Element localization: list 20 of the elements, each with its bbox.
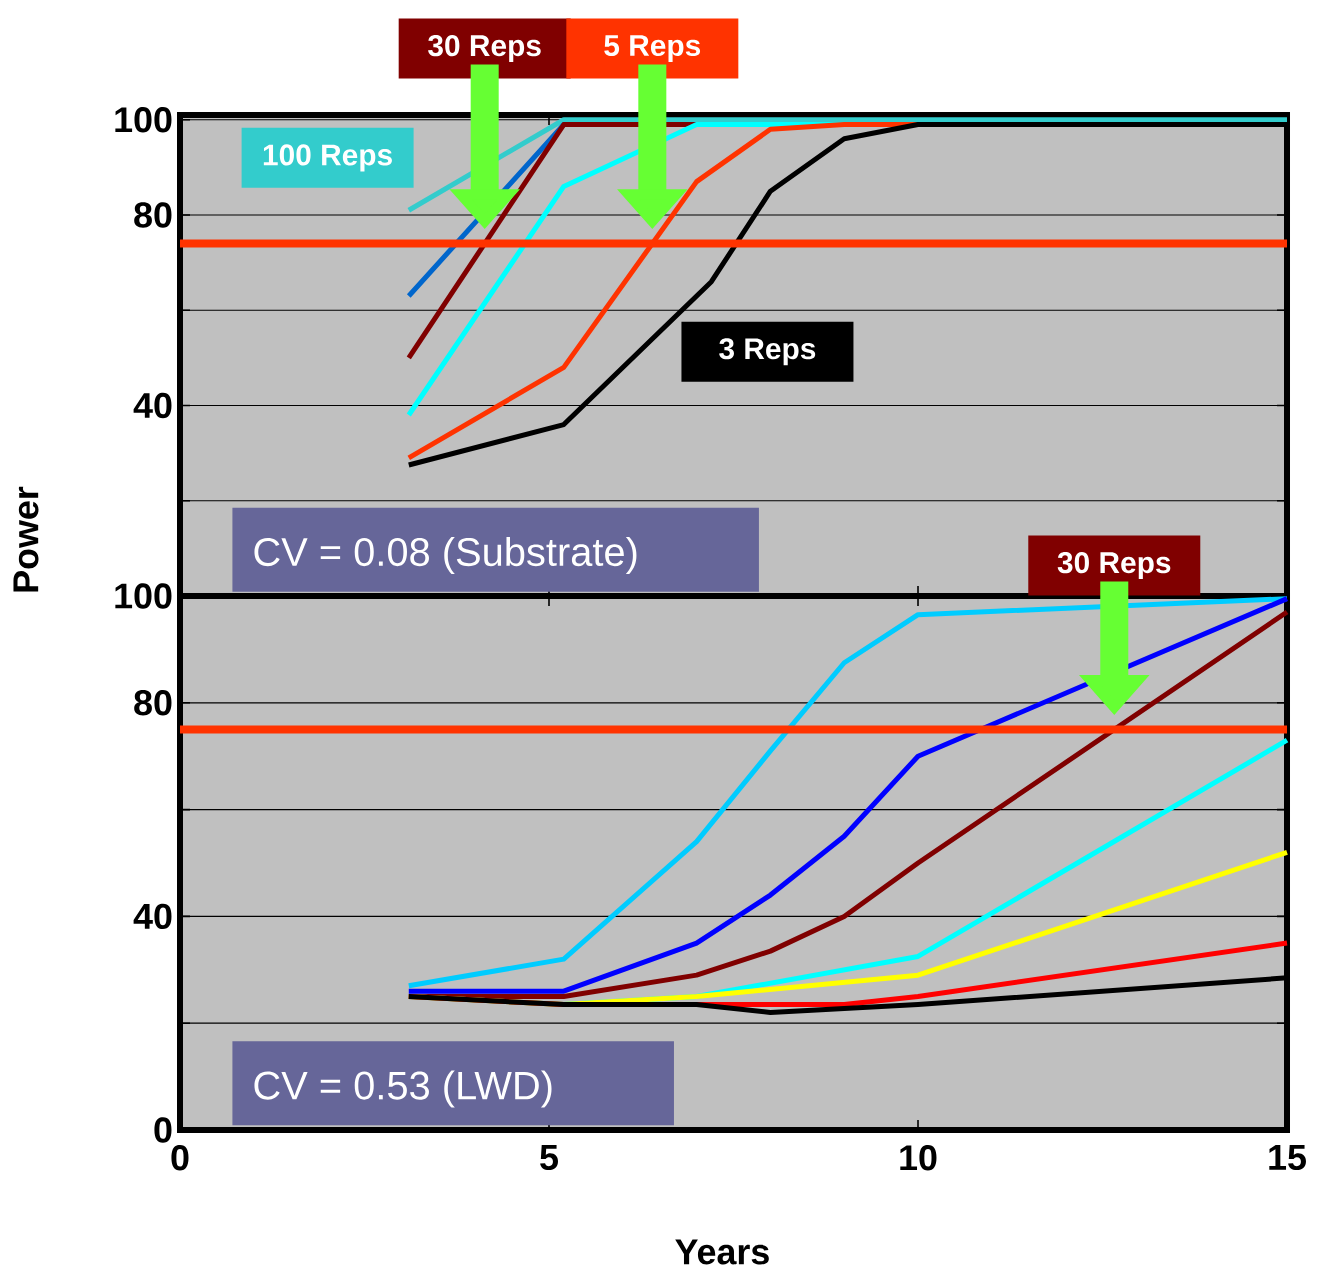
series-label: 100 Reps: [263, 144, 392, 172]
text: 30 Reps: [1057, 551, 1171, 580]
y-tick-label: 80: [134, 202, 172, 228]
annotation: CV = 0.53 (LWD): [254, 1070, 552, 1108]
text: 30 Reps: [428, 34, 541, 63]
annotation: CV = 0.08 (Substrate): [254, 536, 637, 574]
series-label: 3 Reps: [719, 338, 816, 366]
y-tick-label: 80: [134, 690, 172, 716]
y-tick-label: 0: [154, 1117, 172, 1143]
text: 5 Reps: [604, 35, 701, 62]
x-tick-label: 0: [171, 1144, 189, 1171]
y-axis-title: Power: [13, 486, 39, 592]
y-tick-label: 40: [133, 392, 172, 419]
y-tick-label: 100: [115, 106, 172, 133]
x-tick-label: 15: [1269, 1144, 1306, 1170]
y-tick-label: 100: [115, 583, 172, 609]
x-tick-label: 10: [900, 1144, 937, 1171]
x-axis-title: Years: [675, 1239, 769, 1265]
y-tick-label: 40: [133, 903, 172, 930]
x-tick-label: 5: [540, 1144, 558, 1170]
